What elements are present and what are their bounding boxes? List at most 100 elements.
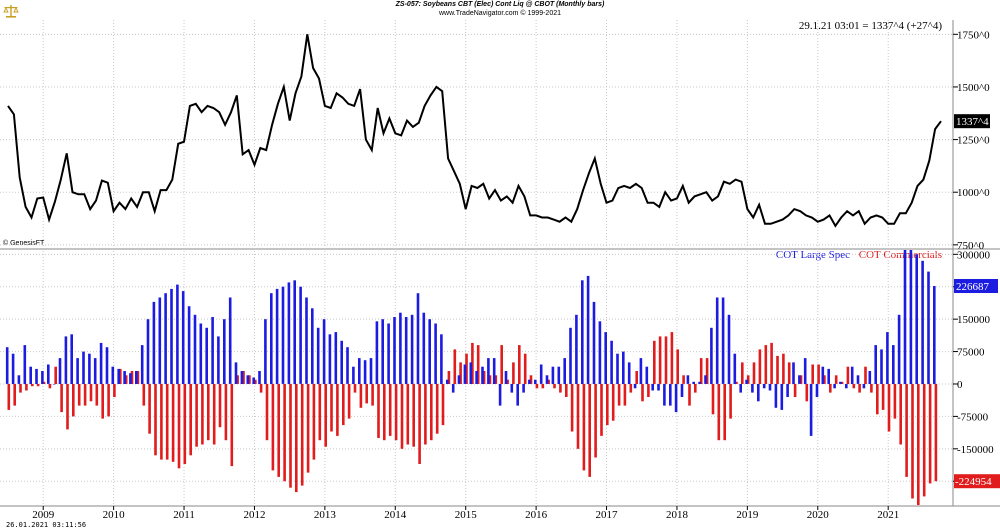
x-tick-label: 2017 [596,509,619,521]
commercials-bar [271,384,275,471]
commercials-bar [846,366,850,384]
x-tick-label: 2013 [314,509,337,521]
legend-large-spec: COT Large Spec [775,249,851,261]
commercials-bar [899,384,902,445]
commercials-bar [107,384,110,417]
commercials-bar [265,384,269,441]
x-tick-label: 2010 [103,509,126,521]
large-spec-bar [135,371,138,384]
large-spec-bar [410,314,414,384]
commercials-bar [494,375,498,384]
large-spec-bar [492,358,496,384]
large-spec-bar [70,334,73,384]
commercials-bar [782,353,785,384]
commercials-bar [670,332,674,384]
x-tick-label: 2009 [32,509,55,521]
large-spec-bar [404,317,408,384]
large-spec-bar [334,332,338,384]
commercials-bar [148,384,151,434]
price-tick-label: 750^0 [957,240,985,252]
commercials-bar [547,379,550,384]
commercials-bar [752,362,756,384]
commercials-bar [13,384,16,406]
last-price-box [954,114,990,129]
x-tick-label: 2018 [666,509,689,521]
commercials-bar [236,375,239,384]
commercials-bar [36,384,40,387]
x-tick-label: 2011 [173,509,195,521]
last-commercials-box [954,474,1000,489]
large-spec-bar [839,381,842,384]
large-spec-bar [792,362,795,384]
commercials-bar [54,366,57,384]
commercials-bar [347,384,351,419]
commercials-bar [682,375,685,384]
commercials-bar [406,384,410,445]
large-spec-bar [680,384,684,397]
commercials-bar [365,384,368,404]
large-spec-bar [833,384,836,389]
large-spec-bar [569,327,572,384]
large-spec-bar [557,366,561,384]
last-price-label: 1337^4 [956,116,989,128]
x-tick-label: 2015 [455,509,478,521]
large-spec-bar [880,349,883,384]
commercials-bar [89,384,93,402]
commercials-bar [606,384,609,426]
large-spec-bar [416,293,420,384]
commercials-bar [353,384,357,393]
last-large-spec-label: 226687 [956,281,990,293]
commercials-bar [330,384,333,432]
commercials-bar [541,384,545,389]
large-spec-bar [674,384,678,413]
x-tick-label: 2014 [384,509,407,521]
large-spec-bar [52,384,56,385]
watermark-text: © GenesisFT [3,240,45,247]
commercials-bar [336,384,339,436]
large-spec-bar [692,381,695,384]
large-spec-bar [551,366,555,384]
large-spec-bar [809,384,813,436]
price-tick-label: 1500^0 [957,82,990,94]
commercials-bar [400,384,404,449]
commercials-bar [617,384,621,406]
large-spec-bar [751,384,754,393]
large-spec-bar [539,364,543,384]
commercials-bar [917,384,920,505]
commercials-bar [212,384,216,445]
large-spec-bar [82,351,85,384]
large-spec-bar [733,353,737,384]
commercials-bar [500,345,503,384]
print-date: 26.01.2021 03:11:56 [6,521,87,529]
large-spec-bar [211,317,214,384]
large-spec-bar [669,384,672,406]
large-spec-bar [498,384,502,406]
commercials-bar [154,384,157,456]
commercials-bar [518,345,521,384]
commercials-bar [799,375,803,384]
commercials-bar [741,362,744,384]
commercials-bar [207,384,210,441]
large-spec-bar [240,371,244,384]
commercials-bar [177,384,181,469]
large-spec-bar [528,379,531,384]
large-spec-bar [316,327,320,384]
commercials-bar [259,384,263,393]
large-spec-bar [129,373,132,384]
large-spec-bar [322,319,326,384]
large-spec-bar [481,366,484,384]
large-spec-bar [739,384,742,393]
large-spec-bar [434,323,437,384]
legend-commercials: COT Commercials [858,249,942,261]
large-spec-bar [170,288,173,384]
large-spec-bar [698,381,701,384]
x-tick-label: 2012 [243,509,265,521]
large-spec-bar [451,384,455,393]
large-spec-bar [440,334,443,384]
commercials-bar [922,384,926,497]
large-spec-bar [933,286,936,384]
commercials-bar [142,384,146,406]
large-spec-bar [927,271,930,384]
commercials-bar [647,384,650,397]
